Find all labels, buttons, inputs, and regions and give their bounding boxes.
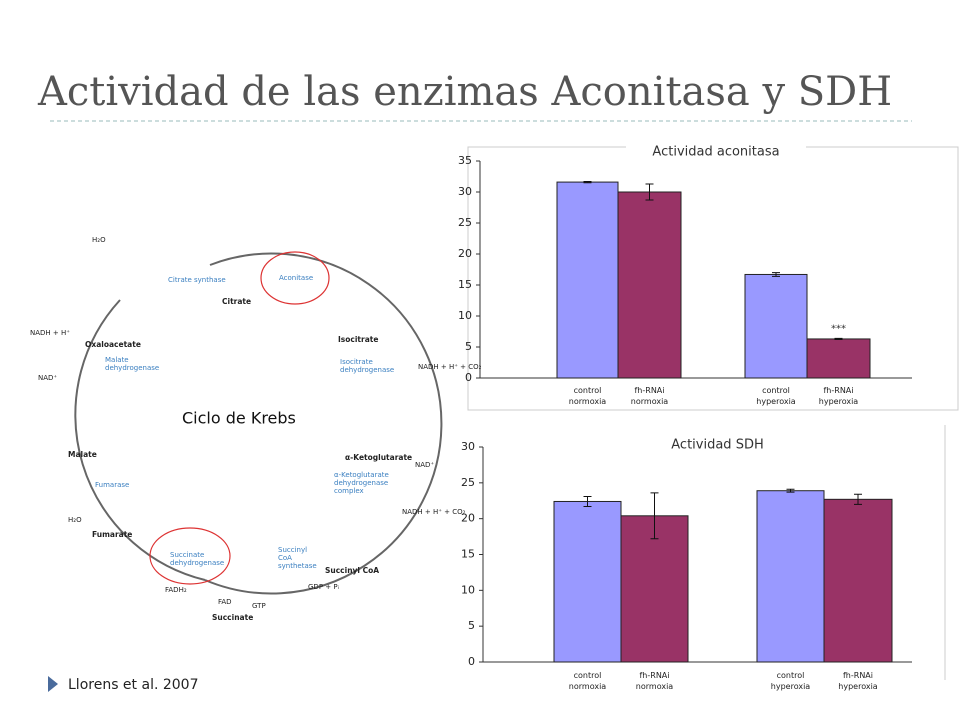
metabolite-label: Succinyl CoA [325, 566, 379, 575]
enzyme-label: Malate dehydrogenase [105, 356, 159, 372]
bar [556, 181, 619, 379]
krebs-diagram: Ciclo de Krebs [74, 251, 443, 595]
y-tick-label: 20 [458, 247, 472, 260]
y-tick-label: 10 [458, 309, 472, 322]
y-tick-label: 15 [461, 548, 475, 561]
cofactor-label: H₂O [92, 236, 106, 244]
enzyme-label: Aconitase [279, 274, 313, 282]
enzyme-label: Succinate dehydrogenase [170, 551, 224, 567]
y-tick-label: 5 [465, 340, 472, 353]
enzyme-label: Citrate synthase [168, 276, 226, 284]
highlight-sdh [149, 527, 231, 585]
bar [806, 338, 871, 379]
y-tick-label: 0 [465, 371, 472, 384]
cofactor-label: NADH + H⁺ + CO₂ [418, 363, 482, 371]
cofactor-label: NAD⁺ [38, 374, 57, 382]
slide-title: Actividad de las enzimas Aconitasa y SDH [37, 69, 892, 115]
bar [620, 515, 689, 663]
error-bar [772, 272, 780, 277]
cofactor-label: GTP [252, 602, 266, 610]
y-tick-label: 25 [461, 476, 475, 489]
enzyme-label: α-Ketoglutarate dehydrogenase complex [334, 471, 389, 495]
metabolite-label: Isocitrate [338, 335, 378, 344]
error-bar [650, 492, 659, 540]
x-tick-label: fh-RNAi normoxia [636, 671, 674, 691]
error-bar [645, 183, 654, 201]
y-tick-label: 5 [468, 619, 475, 632]
bar [756, 490, 825, 663]
cycle-arrow [74, 299, 206, 581]
bullet [48, 676, 58, 692]
x-tick-label: fh-RNAi hyperoxia [838, 671, 878, 691]
cofactor-label: NAD⁺ [415, 461, 434, 469]
x-tick-label: control normoxia [569, 386, 607, 406]
diagram-title: Ciclo de Krebs [182, 409, 296, 428]
cofactor-label: FADH₂ [165, 586, 187, 594]
x-tick-label: control hyperoxia [756, 386, 796, 406]
chart-title: Actividad aconitasa [652, 145, 779, 160]
enzyme-label: Isocitrate dehydrogenase [340, 358, 394, 374]
enzyme-label: Succinyl CoA synthetase [278, 546, 317, 570]
chart-title: Actividad SDH [671, 438, 763, 453]
title-backdrop [627, 435, 808, 455]
metabolite-label: Citrate [222, 297, 251, 306]
error-bar [854, 493, 862, 505]
bar [617, 191, 682, 379]
error-bar [834, 337, 843, 341]
y-tick-label: 20 [461, 512, 475, 525]
title-backdrop [626, 142, 806, 162]
enzyme-label: Fumarase [95, 481, 129, 489]
highlight-aconitase [260, 251, 330, 305]
bar [553, 500, 622, 663]
cofactor-label: NADH + H⁺ + CO₂ [402, 508, 466, 516]
x-tick-label: control normoxia [569, 671, 607, 691]
annotation: *** [831, 323, 846, 334]
chart-frame [467, 146, 959, 411]
error-bar [583, 495, 592, 507]
y-tick-label: 30 [458, 185, 472, 198]
cofactor-label: H₂O [68, 516, 82, 524]
error-bar [583, 180, 592, 184]
metabolite-label: Oxaloacetate [85, 340, 141, 349]
y-tick-label: 15 [458, 278, 472, 291]
cofactor-label: FAD [218, 598, 232, 606]
cofactor-label: NADH + H⁺ [30, 329, 70, 337]
y-tick-label: 0 [468, 655, 475, 668]
bar [744, 273, 808, 379]
x-tick-label: fh-RNAi normoxia [631, 386, 669, 406]
cofactor-label: GDP + Pᵢ [308, 583, 339, 591]
x-tick-label: control hyperoxia [771, 671, 811, 691]
metabolite-label: α-Ketoglutarate [345, 453, 412, 462]
citation: Llorens et al. 2007 [68, 677, 198, 693]
bar [823, 498, 893, 663]
y-tick-label: 10 [461, 583, 475, 596]
cycle-arrow [204, 252, 443, 595]
error-bar [786, 488, 795, 493]
metabolite-label: Malate [68, 450, 97, 459]
y-tick-label: 25 [458, 216, 472, 229]
x-tick-label: fh-RNAi hyperoxia [819, 386, 859, 406]
metabolite-label: Fumarate [92, 530, 132, 539]
y-tick-label: 30 [461, 440, 475, 453]
metabolite-label: Succinate [212, 613, 253, 622]
y-tick-label: 35 [458, 154, 472, 167]
